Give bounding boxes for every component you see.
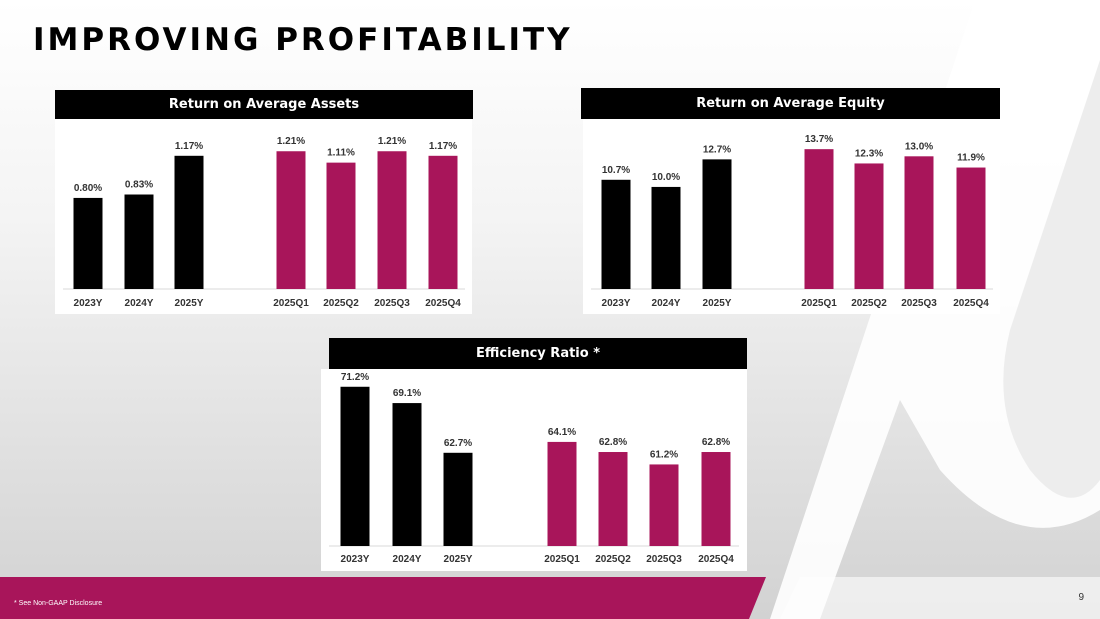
roaa-chart-panel: 0.80% 2023Y 0.83% 2024Y 1.17% 2025Y 1.21% 2025Q… — [55, 119, 472, 314]
data-label-2023Y: 71.2% — [341, 372, 369, 383]
bar-2024Y — [124, 194, 154, 289]
roae-chart: 10.7% 2023Y 10.0% 2024Y 12.7% 2025Y 13.7% 2025Q… — [591, 134, 993, 309]
data-label-2025Q2: 1.11% — [327, 148, 355, 159]
data-label-2025Q3: 13.0% — [905, 141, 933, 152]
bar-2023Y — [601, 179, 631, 289]
x-tick-label-2025Q2: 2025Q2 — [595, 554, 631, 565]
bar-2025Q4 — [701, 452, 731, 546]
efficiency-chart: 71.2% 2023Y 69.1% 2024Y 62.7% 2025Y 64.1% 2025Q… — [329, 372, 739, 565]
bar-2025Q3 — [649, 464, 679, 546]
bar-2025Q1 — [547, 441, 577, 546]
x-tick-label-2025Y: 2025Y — [175, 298, 204, 309]
bar-2025Q4 — [428, 155, 458, 289]
x-tick-label-2025Q2: 2025Q2 — [323, 298, 359, 309]
data-label-2024Y: 69.1% — [393, 388, 421, 399]
data-label-2025Q1: 13.7% — [805, 134, 833, 145]
bar-2025Q1 — [276, 151, 306, 289]
slide-title: IMPROVING PROFITABILITY — [33, 22, 573, 58]
data-label-2025Y: 1.17% — [175, 141, 203, 152]
x-tick-label-2025Q1: 2025Q1 — [273, 298, 309, 309]
x-tick-label-2025Q4: 2025Q4 — [698, 554, 734, 565]
x-tick-label-2025Q3: 2025Q3 — [374, 298, 410, 309]
roae-chart-title: Return on Average Equity — [581, 88, 1000, 119]
x-tick-label-2025Q3: 2025Q3 — [901, 298, 937, 309]
x-tick-label-2024Y: 2024Y — [652, 298, 681, 309]
data-label-2025Y: 12.7% — [703, 144, 731, 155]
page-number: 9 — [1078, 592, 1084, 603]
data-label-2025Q4: 62.8% — [702, 437, 730, 448]
x-tick-label-2025Q1: 2025Q1 — [544, 554, 580, 565]
bar-2023Y — [340, 386, 370, 546]
data-label-2025Q3: 61.2% — [650, 449, 678, 460]
x-tick-label-2024Y: 2024Y — [125, 298, 154, 309]
bar-2025Y — [174, 155, 204, 289]
x-tick-label-2024Y: 2024Y — [393, 554, 422, 565]
bar-2025Q4 — [956, 167, 986, 289]
x-tick-label-2025Y: 2025Y — [703, 298, 732, 309]
bar-2024Y — [651, 186, 681, 289]
data-label-2024Y: 0.83% — [125, 180, 153, 191]
data-label-2025Q4: 11.9% — [957, 153, 985, 164]
x-tick-label-2025Q1: 2025Q1 — [801, 298, 837, 309]
data-label-2025Q1: 1.21% — [277, 136, 305, 147]
data-label-2024Y: 10.0% — [652, 172, 680, 183]
data-label-2025Q3: 1.21% — [378, 136, 406, 147]
bar-2025Q2 — [598, 452, 628, 546]
bar-2025Q1 — [804, 149, 834, 289]
data-label-2023Y: 10.7% — [602, 165, 630, 176]
efficiency-chart-panel: 71.2% 2023Y 69.1% 2024Y 62.7% 2025Y 64.1% 2025Q… — [321, 369, 747, 571]
x-tick-label-2025Y: 2025Y — [444, 554, 473, 565]
efficiency-chart-title: Efficiency Ratio * — [329, 338, 747, 369]
data-label-2025Y: 62.7% — [444, 438, 472, 449]
footnote: * See Non-GAAP Disclosure — [14, 600, 103, 607]
x-tick-label-2023Y: 2023Y — [602, 298, 631, 309]
bar-2025Y — [443, 452, 473, 546]
bar-2025Q3 — [904, 156, 934, 289]
bar-2025Q3 — [377, 151, 407, 289]
bar-2025Y — [702, 159, 732, 289]
x-tick-label-2025Q4: 2025Q4 — [953, 298, 989, 309]
roaa-chart-title: Return on Average Assets — [55, 90, 473, 119]
bar-2025Q2 — [326, 162, 356, 289]
x-tick-label-2025Q3: 2025Q3 — [646, 554, 682, 565]
bar-2025Q2 — [854, 163, 884, 289]
data-label-2025Q2: 62.8% — [599, 437, 627, 448]
x-tick-label-2025Q2: 2025Q2 — [851, 298, 887, 309]
bar-2023Y — [73, 197, 103, 289]
roae-chart-panel: 10.7% 2023Y 10.0% 2024Y 12.7% 2025Y 13.7% 2025Q… — [583, 119, 1000, 314]
bar-2024Y — [392, 403, 422, 546]
data-label-2023Y: 0.80% — [74, 183, 102, 194]
x-tick-label-2023Y: 2023Y — [74, 298, 103, 309]
data-label-2025Q1: 64.1% — [548, 427, 576, 438]
roaa-chart: 0.80% 2023Y 0.83% 2024Y 1.17% 2025Y 1.21% 2025Q… — [63, 136, 465, 309]
x-tick-label-2025Q4: 2025Q4 — [425, 298, 461, 309]
x-tick-label-2023Y: 2023Y — [341, 554, 370, 565]
data-label-2025Q2: 12.3% — [855, 148, 883, 159]
data-label-2025Q4: 1.17% — [429, 141, 457, 152]
